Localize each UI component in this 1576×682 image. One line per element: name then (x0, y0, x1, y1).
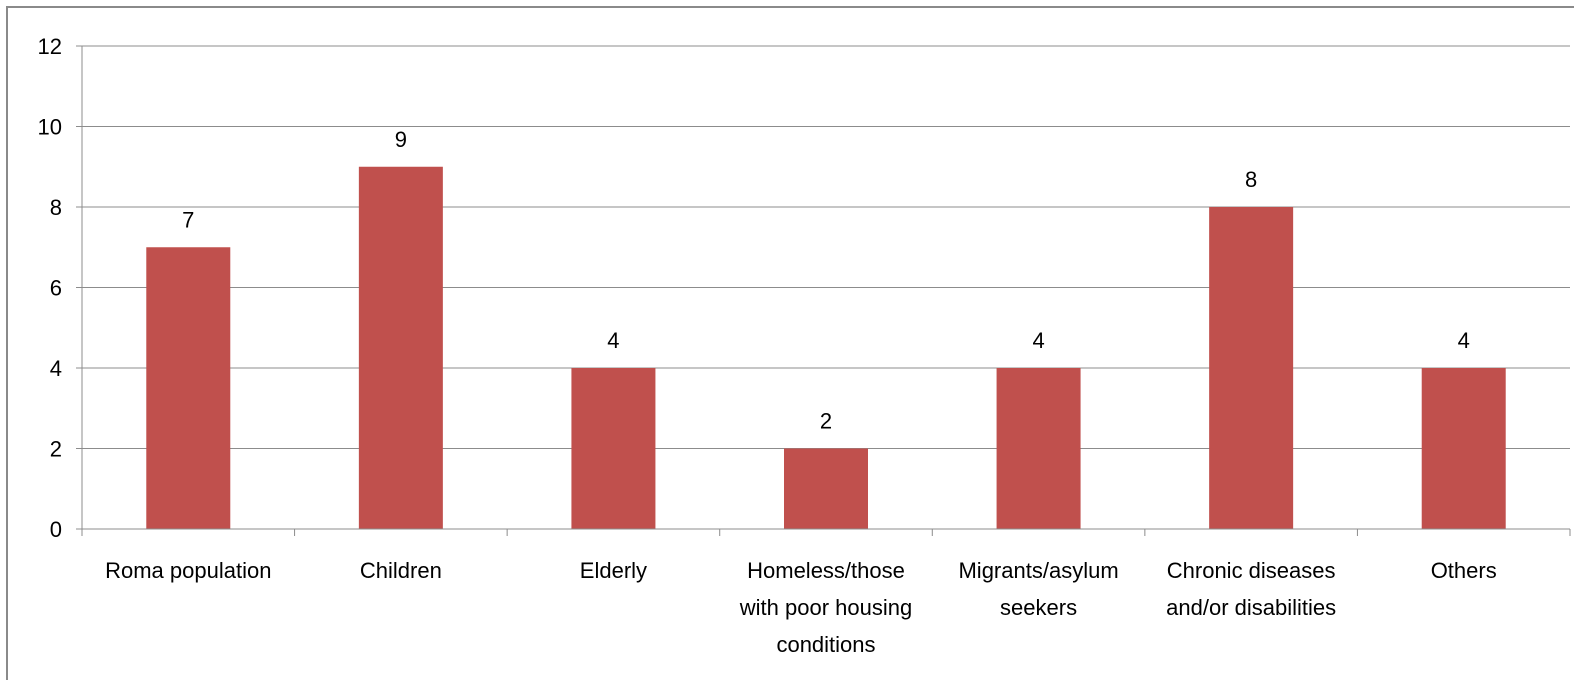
labels: 0 2 4 6 8 10 12 7 Roma population 9 Children 4 Elder… (38, 34, 1497, 657)
x-category-label: Others (1431, 558, 1497, 583)
x-category-label-line: Elderly (580, 558, 647, 583)
bar (1209, 207, 1294, 529)
bars (146, 166, 1506, 529)
x-category-label-line: Migrants/asylum (958, 558, 1118, 583)
data-label: 7 (182, 207, 194, 232)
data-label: 4 (607, 328, 619, 353)
y-tick-label: 4 (50, 356, 62, 381)
y-tick-label: 10 (38, 115, 62, 140)
y-tick-label: 6 (50, 276, 62, 301)
bar (996, 368, 1081, 529)
y-tick-label: 12 (38, 34, 62, 59)
gridlines (76, 45, 1570, 449)
data-label: 2 (820, 409, 832, 434)
data-label: 8 (1245, 167, 1257, 192)
bar-chart: 0 2 4 6 8 10 12 7 Roma population 9 Children 4 Elder… (38, 34, 1571, 657)
y-tick-label: 2 (50, 437, 62, 462)
bar (146, 247, 231, 529)
x-category-label-line: Children (360, 558, 442, 583)
x-category-label-line: Others (1431, 558, 1497, 583)
x-category-label: Chronic diseases and/or disabilities (1166, 558, 1336, 620)
x-category-label-line: Roma population (105, 558, 271, 583)
bar (358, 166, 443, 529)
chart-frame: 0 2 4 6 8 10 12 7 Roma population 9 Children 4 Elder… (6, 6, 1574, 680)
data-label: 4 (1032, 328, 1044, 353)
x-category-label: Children (360, 558, 442, 583)
x-category-label-line: conditions (776, 632, 875, 657)
y-tick-label: 0 (50, 517, 62, 542)
x-category-label: Elderly (580, 558, 647, 583)
axes (76, 46, 1571, 536)
x-category-label: Roma population (105, 558, 271, 583)
y-tick-label: 8 (50, 195, 62, 220)
x-category-label-line: Homeless/those (747, 558, 905, 583)
bar (784, 448, 868, 529)
x-category-label-line: with poor housing (739, 595, 912, 620)
x-category-label: Migrants/asylum seekers (958, 558, 1118, 620)
x-category-label: Homeless/those with poor housing condition… (739, 558, 912, 657)
x-category-label-line: seekers (1000, 595, 1077, 620)
data-label: 4 (1458, 328, 1470, 353)
x-category-label-line: Chronic diseases (1167, 558, 1336, 583)
bar (571, 368, 656, 529)
x-category-label-line: and/or disabilities (1166, 595, 1336, 620)
bar (1421, 368, 1506, 529)
data-label: 9 (395, 127, 407, 152)
